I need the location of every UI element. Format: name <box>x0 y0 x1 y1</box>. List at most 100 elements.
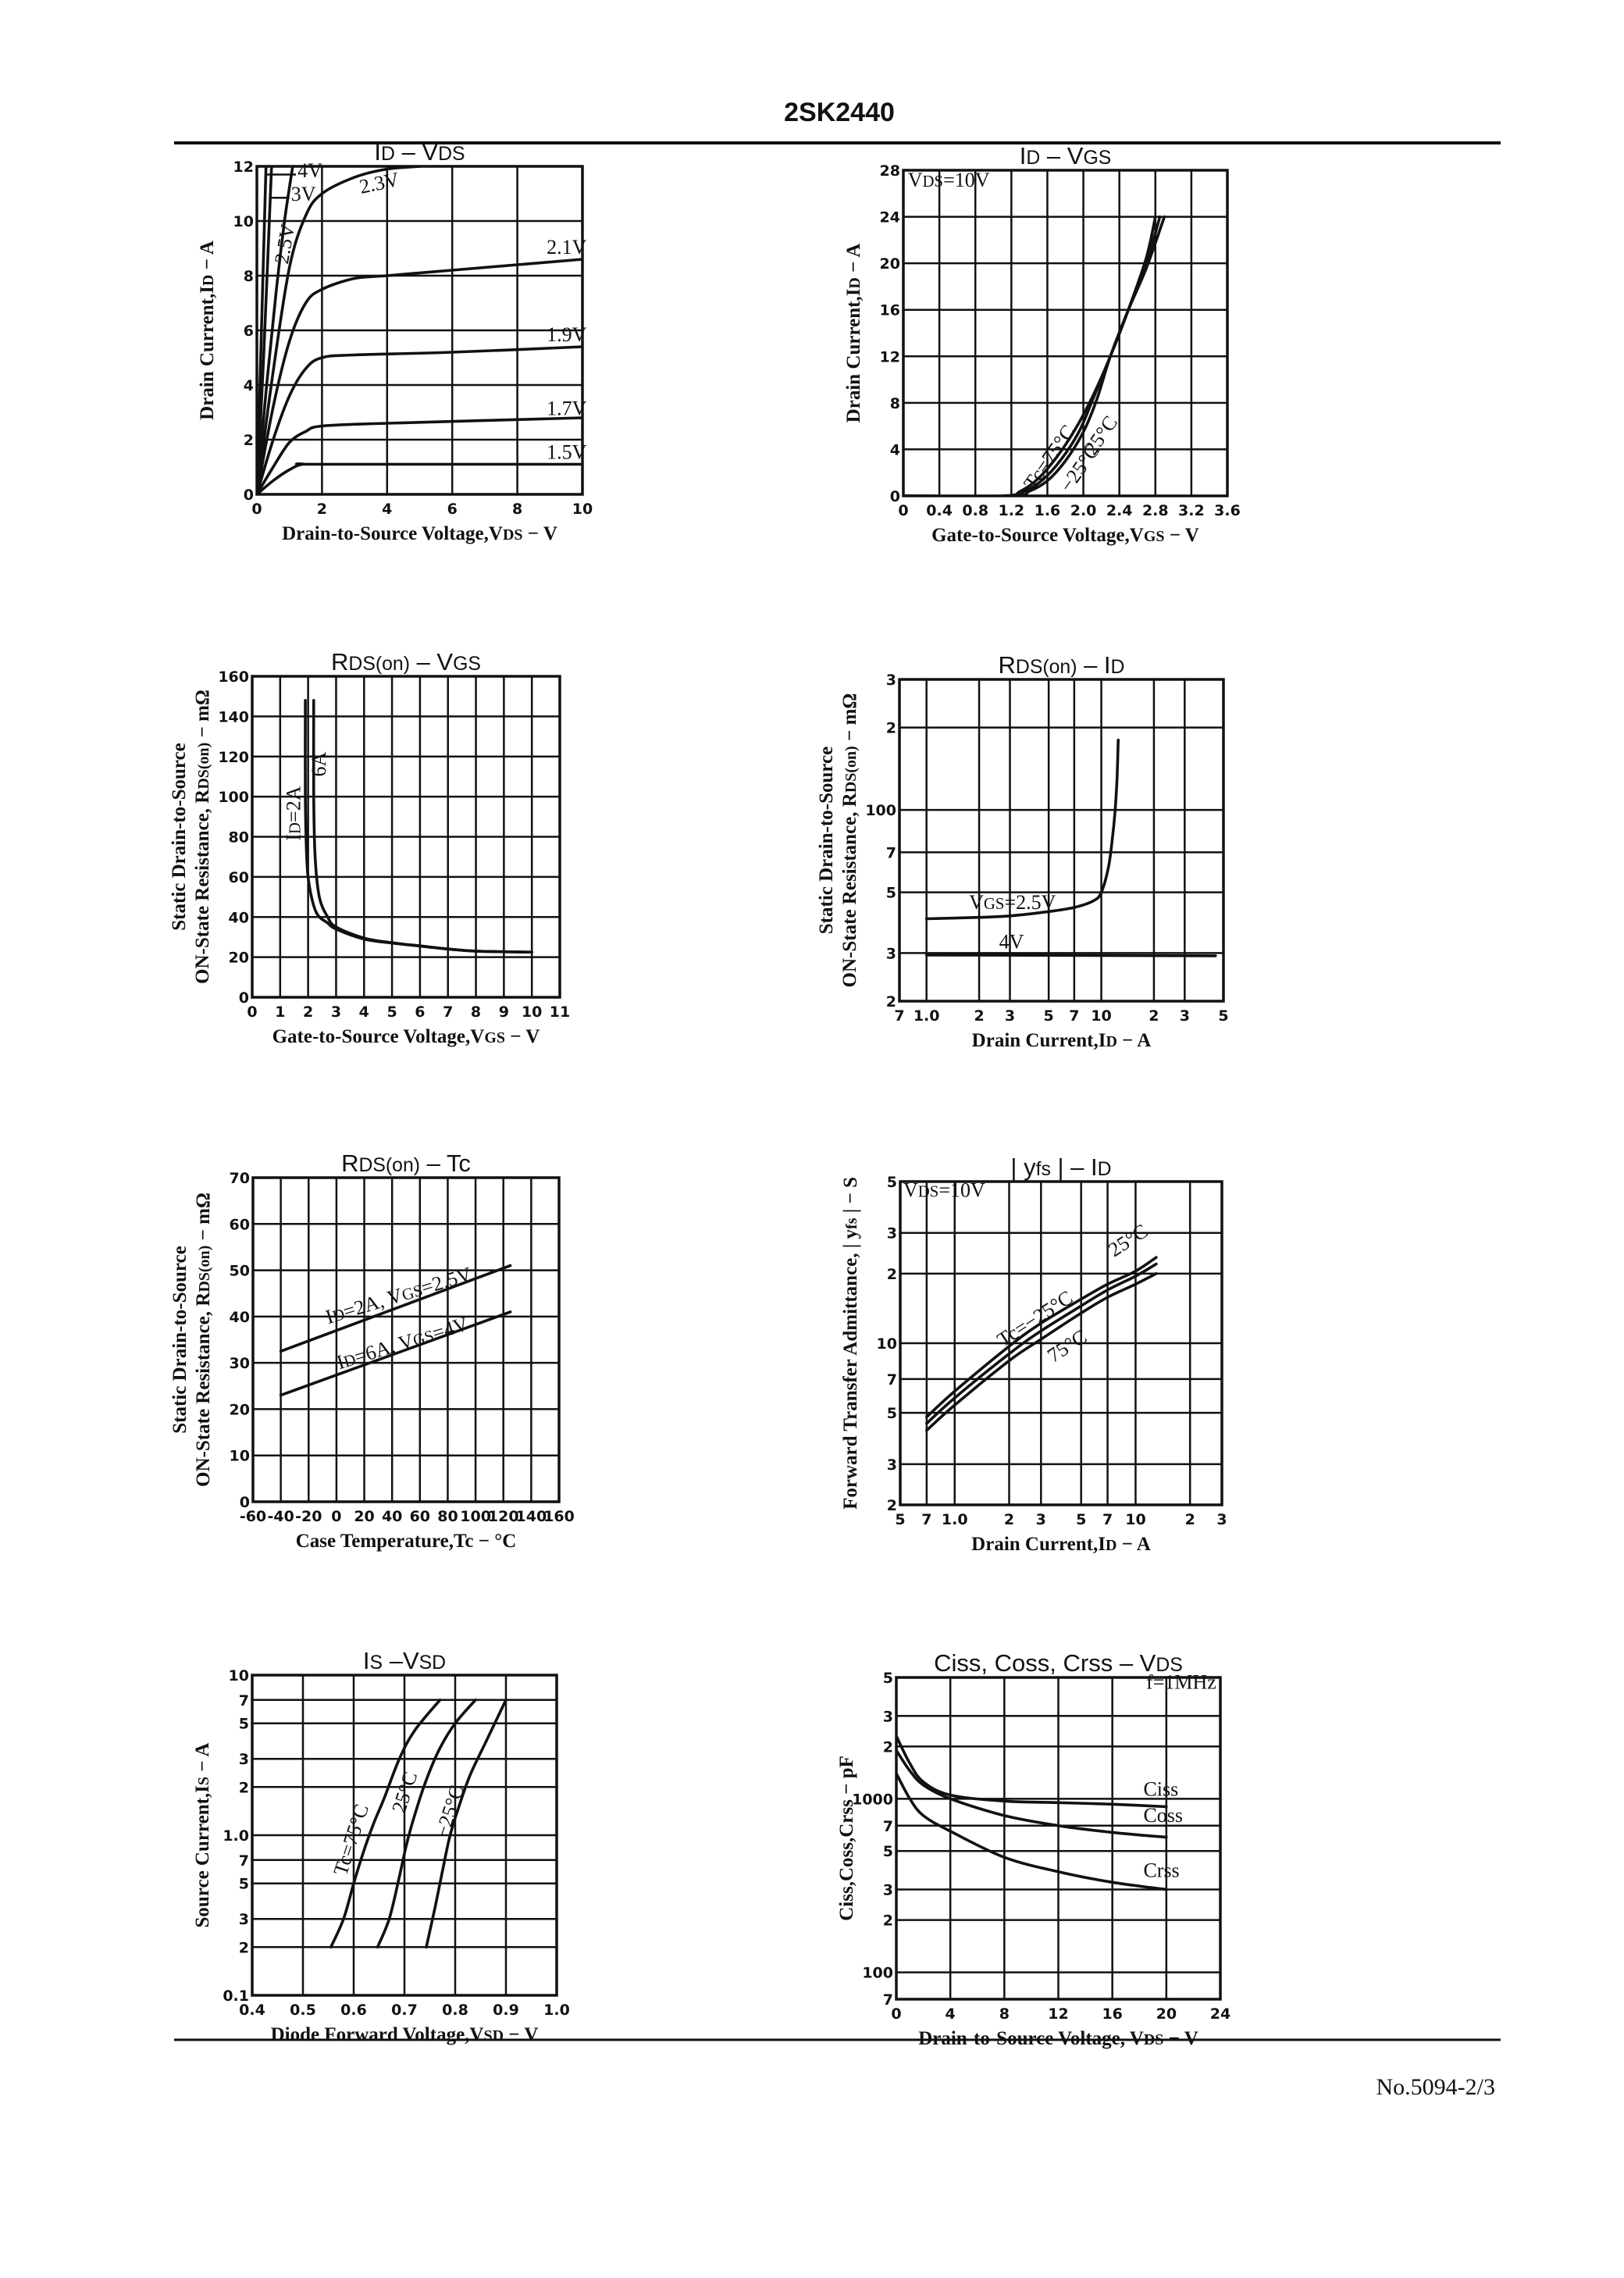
y-tick-label: 160 <box>218 668 249 686</box>
y-axis-label: ON-State Resistance, RDS(on) − mΩ <box>839 693 860 988</box>
x-axis-label: Drain-to-Source Voltage,VDS − V <box>282 523 557 544</box>
series-line-8 <box>257 462 582 494</box>
y-tick-label: 10 <box>877 1335 897 1353</box>
x-axis-label: Diode Forward Voltage,VSD − V <box>271 2024 539 2045</box>
series-line-1 <box>924 738 1120 921</box>
y-axis-label: ON-State Resistance, RDS(on) − mΩ <box>193 1192 214 1487</box>
series-group <box>896 1734 1168 1891</box>
y-tick-label: 120 <box>218 749 249 766</box>
series-line-1 <box>279 1264 512 1353</box>
annotation-label: VDS=10V <box>903 1178 985 1201</box>
x-tick-label: 0.8 <box>962 502 988 519</box>
series-line-1 <box>925 1256 1158 1419</box>
chart-title: RDS(on) – VGS <box>331 648 481 676</box>
y-axis-label: Source Current,IS − A <box>192 1743 213 1928</box>
x-tick-label: 12 <box>1048 2005 1068 2023</box>
x-tick-label: 1.0 <box>942 1511 968 1528</box>
series-line-3 <box>925 1272 1158 1432</box>
y-tick-label: 40 <box>229 909 249 926</box>
x-tick-label: 4 <box>359 1004 369 1021</box>
x-tick-label: 160 <box>543 1508 575 1525</box>
y-tick-label: 3 <box>887 1456 897 1474</box>
y-tick-label: 2 <box>887 1497 897 1514</box>
annotation-label: 25°C <box>1104 1220 1152 1262</box>
x-tick-label: 10 <box>1091 1007 1111 1025</box>
annotation-label: f=1MHz <box>1146 1671 1216 1694</box>
chart-7: 0.4 0.5 0.6 0.7 0.8 0.9 1.0 0.1 2 3 5 7 1.0 2 3 5 7 10 IS … <box>192 1647 570 2045</box>
annotation-label: 2.1V <box>547 236 587 258</box>
y-tick-label: 7 <box>886 844 896 861</box>
x-tick-label: 4 <box>382 501 392 518</box>
x-tick-label: 6 <box>447 501 458 518</box>
x-tick-label: 3 <box>331 1004 341 1021</box>
x-tick-label: 40 <box>382 1508 402 1525</box>
y-tick-label: 2 <box>244 432 254 449</box>
y-axis-label: Static Drain-to-Source <box>169 743 190 930</box>
chart-title: Ciss, Coss, Crss – VDS <box>934 1649 1183 1677</box>
x-tick-label: 20 <box>1156 2005 1177 2023</box>
x-tick-label: 0.4 <box>926 502 953 519</box>
x-tick-label: 6 <box>415 1004 425 1021</box>
series-line-2 <box>924 954 1217 957</box>
chart-title: ID – VDS <box>374 138 465 166</box>
x-tick-label: 0.8 <box>442 2002 468 2019</box>
x-tick-label: 2 <box>1004 1511 1014 1528</box>
x-tick-label: 4 <box>946 2005 956 2023</box>
y-tick-label: 5 <box>883 1843 893 1860</box>
y-tick-label: 20 <box>229 950 249 967</box>
x-tick-label: 0.9 <box>493 2002 519 2019</box>
series-group <box>329 1699 508 1949</box>
x-tick-label: 11 <box>550 1004 570 1021</box>
gridlines <box>895 1676 1222 2001</box>
y-tick-label: 100 <box>218 789 249 806</box>
plot-frame <box>251 1674 558 1997</box>
x-tick-label: 5 <box>1218 1007 1228 1025</box>
x-axis-label: Case Temperature,Tc − °C <box>296 1531 517 1552</box>
y-tick-label: 10 <box>230 1448 250 1465</box>
y-tick-label: 4 <box>890 441 900 458</box>
series-line-5 <box>257 258 582 494</box>
y-tick-label: 2 <box>883 1913 893 1930</box>
y-tick-label: 50 <box>230 1263 250 1280</box>
x-tick-label: 7 <box>921 1511 931 1528</box>
x-tick-label: 3 <box>1036 1511 1046 1528</box>
y-tick-label: 80 <box>229 829 249 847</box>
y-tick-label: 60 <box>230 1216 250 1233</box>
series-line-2 <box>376 1699 477 1949</box>
annotation-label: Ciss <box>1143 1778 1178 1801</box>
y-tick-label: 1.0 <box>223 1827 249 1845</box>
x-tick-label: 3 <box>1216 1511 1227 1528</box>
chart-title: ID – VGS <box>1020 142 1112 169</box>
y-tick-label: 100 <box>865 802 896 819</box>
x-tick-label: 16 <box>1102 2005 1122 2023</box>
x-tick-label: 24 <box>1210 2005 1230 2023</box>
x-tick-label: 7 <box>894 1007 904 1025</box>
x-tick-label: 100 <box>460 1508 491 1525</box>
y-tick-label: 0 <box>244 487 254 504</box>
y-tick-label: 30 <box>230 1355 250 1372</box>
annotation-label: VDS=10V <box>908 169 990 191</box>
plot-frame <box>899 1180 1223 1506</box>
y-tick-label: 1000 <box>852 1791 893 1808</box>
y-axis-label: Static Drain-to-Source <box>169 1246 191 1433</box>
x-tick-label: 2 <box>1149 1007 1159 1025</box>
y-tick-label: 5 <box>239 1876 249 1893</box>
y-tick-label: 2 <box>886 993 896 1011</box>
series-line-3 <box>903 215 1166 496</box>
x-tick-label: 60 <box>410 1508 430 1525</box>
y-tick-label: 0 <box>890 488 900 505</box>
series-line-1 <box>304 699 533 954</box>
series-group <box>924 738 1217 957</box>
x-tick-label: 8 <box>999 2005 1010 2023</box>
x-tick-label: 7 <box>1069 1007 1079 1025</box>
y-tick-label: 3 <box>886 945 896 962</box>
x-tick-label: 7 <box>443 1004 453 1021</box>
x-tick-label: 1.0 <box>914 1007 940 1025</box>
y-axis-label: Drain Current,ID − A <box>197 241 218 420</box>
y-tick-label: 70 <box>230 1170 250 1187</box>
y-tick-label: 5 <box>883 1670 893 1687</box>
chart-title: IS –VSD <box>363 1647 446 1674</box>
